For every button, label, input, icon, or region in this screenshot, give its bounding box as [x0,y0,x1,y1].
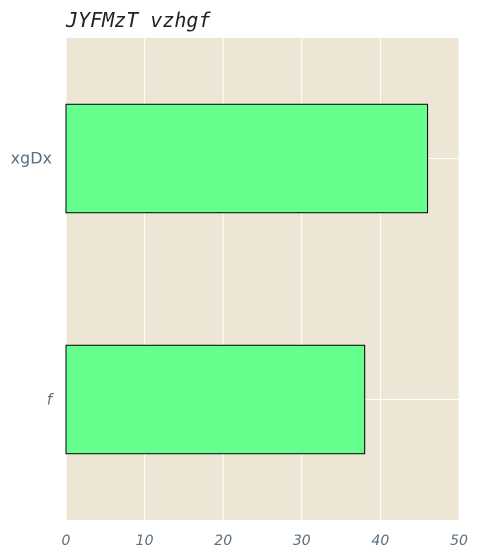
bars [65,103,429,455]
x-axis-ticks: 0 10 20 30 40 50 [62,533,468,549]
x-tick-label: 50 [450,533,468,549]
x-tick-label: 20 [214,533,232,549]
bar-f [65,344,366,455]
y-tick-label: f [47,391,55,409]
y-tick-label: xgDx [11,149,52,168]
chart-title: JYFMzT vzhgf [65,8,211,32]
x-tick-label: 30 [293,533,311,549]
x-tick-label: 0 [62,533,71,549]
x-tick-label: 10 [136,533,154,549]
x-tick-label: 40 [371,533,389,549]
bar-xgDx [65,103,429,214]
y-axis-ticks: f xgDx [11,149,55,409]
